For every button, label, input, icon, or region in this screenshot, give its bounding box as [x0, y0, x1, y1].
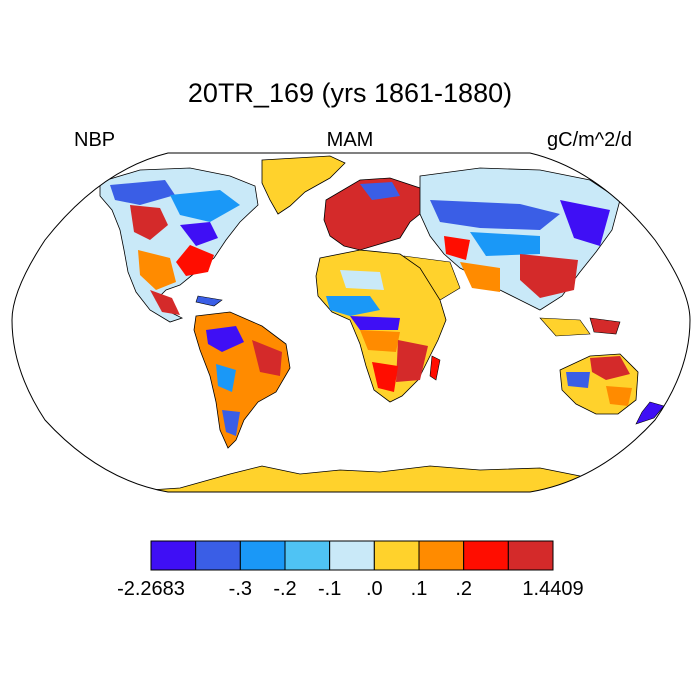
colorbar-box [284, 540, 331, 571]
colorbar-tick-label: .2 [455, 578, 472, 600]
colorbar-box [329, 540, 375, 571]
units-label: gC/m^2/d [547, 129, 632, 151]
land-fields [99, 155, 665, 492]
colorbar-box [507, 540, 554, 571]
colorbar-box [195, 540, 241, 571]
greenland [261, 155, 346, 215]
colorbar-tick-label: -.2 [273, 578, 296, 600]
colorbar-box [150, 540, 197, 571]
colorbar-tick-label: .0 [366, 578, 383, 600]
map-boundary [11, 152, 691, 493]
map-title: 20TR_169 (yrs 1861-1880) [187, 78, 513, 108]
colorbar-tick-label: .1 [411, 578, 428, 600]
europe [323, 177, 431, 251]
colorbar-box [373, 540, 420, 571]
variable-label: NBP [74, 129, 116, 151]
colorbar-tick-label: -.3 [229, 578, 252, 600]
colorbar-box [239, 540, 286, 571]
colorbar-box [418, 540, 465, 571]
colorbar-tick-label: 1.4409 [522, 578, 583, 600]
season-label: MAM [326, 129, 374, 151]
colorbar-box [463, 540, 509, 571]
colorbar-tick-label: -.1 [318, 578, 341, 600]
colorbar-tick-label: -2.2683 [117, 578, 185, 600]
